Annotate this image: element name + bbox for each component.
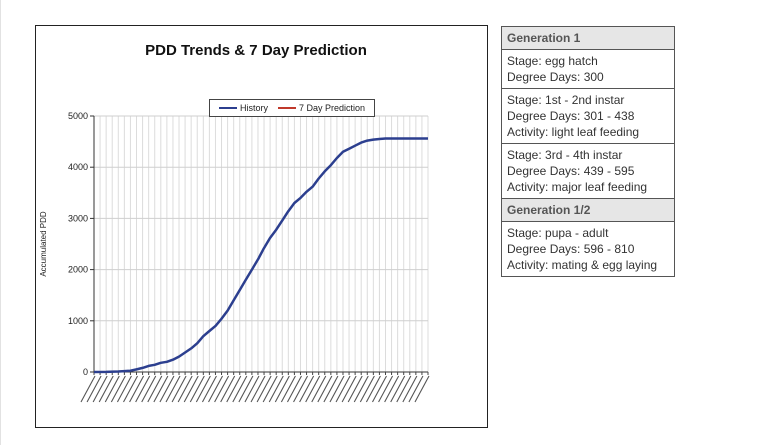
- x-tick-label: [293, 375, 309, 403]
- stage-detail-text: Degree Days: 300: [507, 70, 604, 84]
- y-tick-label: 3000: [68, 213, 88, 223]
- stage-detail-text: Activity: major leaf feeding: [507, 180, 648, 194]
- x-tick-label: [323, 375, 339, 403]
- x-tick-label: [365, 375, 381, 403]
- x-tick-label: [250, 375, 266, 403]
- stage-detail-text: Degree Days: 439 - 595: [507, 164, 635, 178]
- x-tick-label: [123, 375, 138, 403]
- stage-row: Stage: 3rd - 4th instar Degree Days: 439 …: [502, 144, 674, 199]
- stage-detail-text: Activity: light leaf feeding: [507, 125, 640, 139]
- x-tick-label: [329, 375, 345, 403]
- page-left-border: [0, 0, 1, 445]
- x-tick-label: [414, 375, 430, 403]
- y-tick-label: 1000: [68, 316, 88, 326]
- chart-legend: History 7 Day Prediction: [209, 99, 375, 117]
- x-tick-label: [402, 375, 418, 403]
- x-tick-label: [220, 375, 236, 403]
- x-tick-label: [80, 375, 96, 403]
- x-tick-label: [92, 375, 108, 403]
- x-tick-label: [353, 375, 369, 403]
- y-tick-label: 4000: [68, 162, 88, 172]
- x-tick-label: [214, 375, 230, 403]
- x-tick-label: [141, 375, 157, 403]
- legend-swatch: [277, 107, 296, 109]
- x-tick-label: [317, 375, 333, 403]
- x-tick-label: [86, 375, 102, 403]
- x-tick-label: [226, 375, 242, 403]
- generation-header: Generation 1/2: [502, 199, 674, 222]
- x-tick-label: [384, 375, 400, 403]
- legend-entry: 7 Day Prediction: [277, 103, 366, 113]
- stage-detail-text: Stage: pupa - adult: [507, 226, 609, 240]
- x-tick-label: [171, 375, 187, 403]
- series-line-history: [93, 137, 428, 374]
- x-tick-label: [262, 375, 278, 403]
- x-tick-label: [280, 375, 296, 403]
- x-tick-label: [378, 375, 394, 403]
- x-tick-label: [98, 375, 114, 403]
- x-tick-label: [274, 375, 290, 403]
- x-tick-label: [244, 375, 260, 403]
- legend-label: 7 Day Prediction: [298, 103, 366, 113]
- x-tick-label: [201, 375, 217, 403]
- chart-title: PDD Trends & 7 Day Prediction: [145, 42, 367, 59]
- stage-row: Stage: 1st - 2nd instar Degree Days: 301 …: [502, 89, 674, 144]
- x-tick-label: [183, 375, 199, 403]
- x-tick-label: [232, 375, 248, 403]
- x-tick-label: [268, 375, 284, 403]
- x-tick-label: [110, 375, 126, 403]
- x-tick-label: [165, 375, 181, 403]
- growth-stage-table: Generation 1 Stage: egg hatch Degree Days:…: [501, 26, 675, 277]
- x-tick-label: [177, 375, 193, 403]
- x-tick-label: [104, 375, 120, 403]
- x-tick-label: [408, 375, 424, 403]
- x-tick-label: [341, 375, 357, 403]
- x-tick-label: [159, 375, 175, 403]
- x-tick-label: [335, 375, 351, 403]
- x-tick-label: [153, 375, 169, 403]
- x-tick-label: [359, 375, 375, 403]
- x-tick-label: [116, 375, 132, 403]
- x-tick-label: [238, 375, 254, 403]
- x-tick-label: [147, 375, 163, 403]
- stage-row: Stage: egg hatch Degree Days: 300: [502, 50, 674, 89]
- y-axis-label: Accumulated PDD: [39, 211, 48, 277]
- legend-swatch: [218, 107, 237, 109]
- x-tick-label: [129, 375, 145, 403]
- x-tick-label: [208, 375, 224, 403]
- x-tick-label: [189, 375, 205, 403]
- x-tick-label: [299, 375, 315, 403]
- x-tick-label: [195, 375, 211, 403]
- x-tick-label: [135, 375, 151, 403]
- x-tick-label: [372, 375, 387, 403]
- x-tick-label: [347, 375, 363, 403]
- x-tick-label: [305, 375, 321, 403]
- stage-detail-text: Degree Days: 301 - 438: [507, 109, 635, 123]
- stage-detail-text: Stage: 1st - 2nd instar: [507, 93, 625, 107]
- x-tick-label: [286, 375, 302, 403]
- legend-label: History: [239, 103, 268, 113]
- chart-panel: PDD Trends & 7 Day Prediction 0 1000 2000 30…: [35, 25, 488, 428]
- y-tick-label: 5000: [68, 111, 88, 121]
- generation-header: Generation 1: [502, 27, 674, 50]
- stage-detail-text: Degree Days: 596 - 810: [507, 242, 635, 256]
- y-tick-label: 2000: [68, 265, 88, 275]
- stage-detail-text: Stage: egg hatch: [507, 54, 598, 68]
- pdd-chart: PDD Trends & 7 Day Prediction 0 1000 2000 30…: [39, 42, 430, 403]
- legend-entry: History: [218, 103, 268, 113]
- stage-detail-text: Stage: 3rd - 4th instar: [507, 148, 623, 162]
- x-tick-label: [256, 375, 272, 403]
- x-tick-label: [396, 375, 412, 403]
- stage-detail-text: Activity: mating & egg laying: [507, 258, 658, 272]
- y-tick-label: 0: [83, 367, 88, 377]
- x-tick-label: [311, 375, 327, 403]
- x-tick-label: [390, 375, 406, 403]
- stage-row: Stage: pupa - adult Degree Days: 596 - 81…: [502, 222, 674, 276]
